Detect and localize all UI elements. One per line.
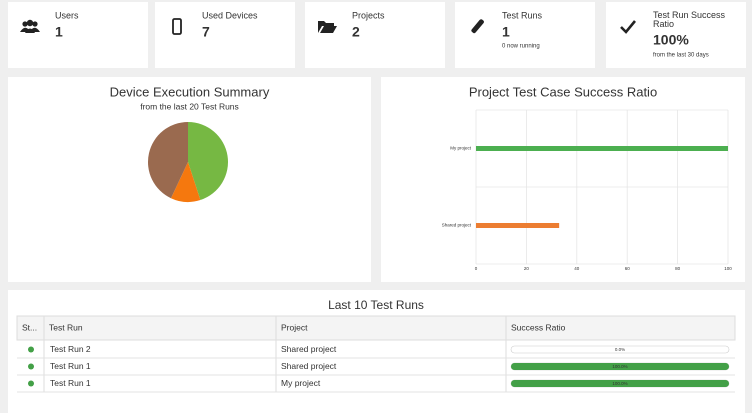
bar [476, 223, 560, 228]
icon [26, 19, 34, 27]
icon [620, 20, 637, 34]
x-tick-label: 40 [574, 266, 580, 271]
progress-bar [511, 363, 729, 370]
status-dot [28, 380, 34, 387]
header-cell: St... [22, 322, 37, 332]
x-tick-label: 100 [724, 266, 732, 271]
table-title: Last 10 Test Runs [328, 298, 424, 312]
project-cell: Shared project [281, 361, 337, 371]
stat-value: 1 [502, 24, 510, 40]
icon [22, 21, 28, 27]
stat-value: 2 [352, 24, 360, 40]
test-run-cell: Test Run 1 [50, 378, 91, 388]
chart-subtitle: from the last 20 Test Runs [140, 101, 239, 111]
stat-value: 100% [653, 32, 689, 48]
progress-bar [511, 380, 729, 387]
stat-label: Test Run Success Ratio [653, 10, 726, 29]
status-dot [28, 363, 34, 370]
x-tick-label: 20 [524, 266, 530, 271]
stat-card [305, 2, 445, 68]
bar [476, 146, 728, 151]
stat-card [8, 2, 148, 68]
stat-sub: from the last 30 days [653, 53, 709, 59]
icon [471, 19, 484, 34]
progress-label: 100.0% [612, 381, 627, 386]
stat-label: Used Devices [202, 10, 258, 20]
y-tick-label: My project [450, 146, 472, 151]
progress-track [510, 345, 730, 354]
icon [20, 27, 40, 32]
pie-slice [188, 122, 229, 201]
project-cell: My project [281, 378, 321, 388]
stat-label: Projects [352, 10, 385, 20]
x-tick-label: 0 [475, 266, 478, 271]
chart-title: Device Execution Summary [110, 84, 270, 99]
stat-card [155, 2, 295, 68]
chart-panel [381, 77, 745, 282]
stat-card [606, 2, 746, 68]
header-cell: Success Ratio [511, 322, 566, 332]
progress-label: 0.0% [615, 347, 625, 352]
stat-value: 7 [202, 24, 210, 40]
icon [318, 21, 337, 33]
x-tick-label: 80 [675, 266, 681, 271]
test-run-cell: Test Run 2 [50, 344, 91, 354]
stat-label: Users [55, 10, 79, 20]
header-cell: Test Run [49, 322, 83, 332]
pie-slice [170, 162, 201, 203]
stat-label: Test Runs [502, 10, 543, 20]
project-cell: Shared project [281, 344, 337, 354]
header-cell: Project [281, 322, 308, 332]
test-run-cell: Test Run 1 [50, 361, 91, 371]
table-header [16, 315, 736, 341]
progress-label: 100.0% [612, 364, 627, 369]
stat-card [455, 2, 595, 68]
icon [25, 28, 35, 33]
icon [32, 21, 38, 27]
x-tick-label: 60 [625, 266, 631, 271]
y-tick-label: Shared project [442, 223, 472, 228]
stat-sub: 0 now running [502, 44, 540, 50]
status-dot [28, 346, 34, 353]
chart-title: Project Test Case Success Ratio [469, 84, 657, 99]
stat-value: 1 [55, 24, 63, 40]
icon [172, 18, 182, 35]
pie-slice [147, 122, 188, 199]
